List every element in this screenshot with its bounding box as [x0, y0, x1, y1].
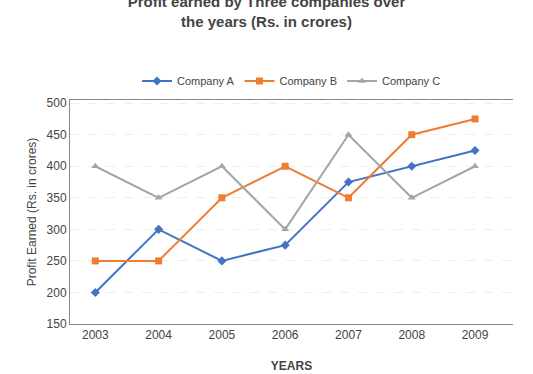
- svg-text:Company C: Company C: [382, 75, 440, 87]
- svg-text:350: 350: [47, 191, 67, 205]
- svg-text:Profit Earned (Rs. in crores): Profit Earned (Rs. in crores): [25, 138, 39, 287]
- svg-text:YEARS: YEARS: [271, 359, 312, 373]
- svg-text:150: 150: [47, 317, 67, 331]
- svg-text:2004: 2004: [145, 328, 172, 342]
- svg-text:2006: 2006: [272, 328, 299, 342]
- svg-text:250: 250: [47, 254, 67, 268]
- svg-text:450: 450: [47, 128, 67, 142]
- svg-text:2005: 2005: [209, 328, 236, 342]
- svg-text:Profit earned by Three compani: Profit earned by Three companies overthe…: [128, 0, 406, 30]
- svg-text:2003: 2003: [82, 328, 109, 342]
- svg-text:400: 400: [47, 159, 67, 173]
- svg-text:2008: 2008: [398, 328, 425, 342]
- svg-text:500: 500: [47, 96, 67, 110]
- svg-text:Company A: Company A: [177, 75, 235, 87]
- svg-text:300: 300: [47, 223, 67, 237]
- svg-text:Company B: Company B: [280, 75, 337, 87]
- svg-text:2007: 2007: [335, 328, 362, 342]
- svg-text:2009: 2009: [462, 328, 489, 342]
- svg-text:200: 200: [47, 286, 67, 300]
